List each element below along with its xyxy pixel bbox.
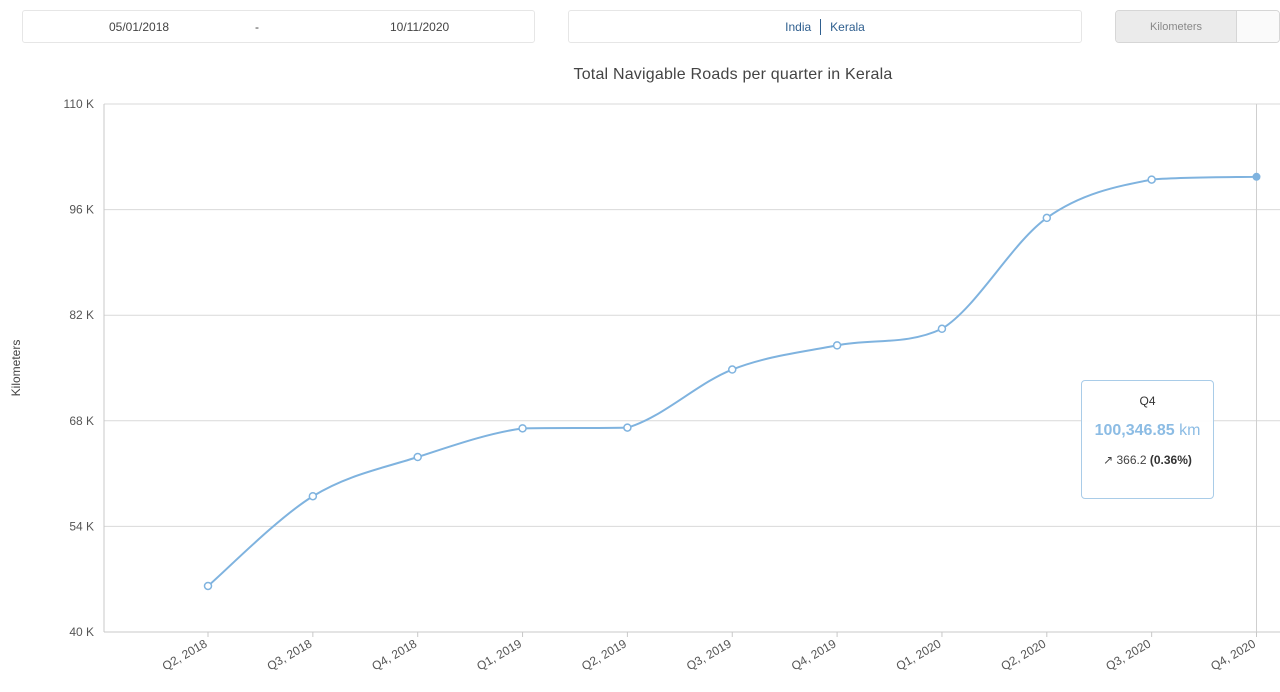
- data-point: [308, 491, 318, 501]
- tooltip-change: ↗ 366.2 (0.36%): [1082, 453, 1213, 467]
- breadcrumb-india[interactable]: India: [785, 19, 812, 34]
- data-point: [728, 365, 737, 374]
- start-date[interactable]: 05/01/2018: [109, 20, 170, 34]
- tooltip-title: Q4: [1139, 394, 1156, 408]
- data-point: [937, 324, 947, 334]
- axes: [103, 104, 1280, 633]
- x-tick-label: Q1, 2020: [894, 636, 944, 673]
- tooltip-change-value: 366.2: [1116, 453, 1147, 467]
- x-tick-label: Q3, 2020: [1103, 636, 1153, 673]
- y-tick-label: 96 K: [69, 203, 94, 217]
- x-tick-label: Q2, 2018: [160, 636, 210, 673]
- unit-kilometers-button[interactable]: Kilometers: [1116, 11, 1236, 42]
- data-point: [832, 341, 842, 350]
- data-point: [1042, 213, 1052, 223]
- data-point: [1147, 175, 1156, 184]
- x-tick-label: Q1, 2019: [474, 636, 524, 673]
- y-tick-label: 82 K: [69, 308, 94, 322]
- y-axis-label: Kilometers: [9, 340, 23, 397]
- y-tick-label: 54 K: [69, 519, 94, 533]
- data-point: [623, 423, 632, 432]
- date-separator: -: [255, 20, 259, 34]
- x-tick-label: Q3, 2019: [684, 636, 734, 673]
- unit-alternate-button[interactable]: [1236, 11, 1279, 42]
- region-breadcrumb: India Kerala: [568, 10, 1082, 43]
- y-tick-label: 68 K: [69, 414, 94, 428]
- x-tick-label: Q4, 2019: [789, 636, 839, 673]
- breadcrumb-kerala[interactable]: Kerala: [830, 19, 865, 34]
- tooltip-change-percent: (0.36%): [1149, 453, 1192, 467]
- data-point: [518, 424, 527, 433]
- y-tick-label: 40 K: [69, 625, 94, 639]
- tooltip-value-number: 100,346.85: [1094, 422, 1175, 439]
- x-axis-ticks: Q2, 2018 Q3, 2018 Q4, 2018 Q1, 2019 Q2, 2019…: [160, 632, 1258, 673]
- data-point: [203, 581, 213, 591]
- chart-title: Total Navigable Roads per quarter in Ker…: [573, 66, 893, 83]
- tooltip-value-unit: km: [1179, 422, 1201, 439]
- data-point: [413, 452, 422, 462]
- tooltip-value: 100,346.85 km: [1082, 422, 1213, 440]
- breadcrumb-separator: [820, 18, 822, 35]
- unit-toggle: Kilometers: [1115, 10, 1280, 43]
- data-tooltip: Q4 100,346.85 km ↗ 366.2 (0.36%): [1081, 380, 1214, 499]
- y-axis-ticks: 40 K 54 K 68 K 82 K 96 K 110 K: [64, 97, 94, 639]
- x-tick-label: Q2, 2019: [579, 636, 629, 673]
- x-tick-label: Q4, 2020: [1208, 636, 1258, 673]
- x-tick-label: Q3, 2018: [265, 636, 315, 673]
- trend-up-icon: ↗: [1103, 453, 1114, 467]
- end-date[interactable]: 10/11/2020: [390, 20, 450, 34]
- data-points: [203, 172, 1261, 591]
- data-point-highlighted: [1252, 172, 1261, 181]
- x-tick-label: Q2, 2020: [999, 636, 1049, 673]
- y-tick-label: 110 K: [64, 97, 94, 111]
- x-tick-label: Q4, 2018: [369, 636, 419, 673]
- date-range-picker[interactable]: 05/01/2018 - 10/11/2020: [22, 10, 535, 43]
